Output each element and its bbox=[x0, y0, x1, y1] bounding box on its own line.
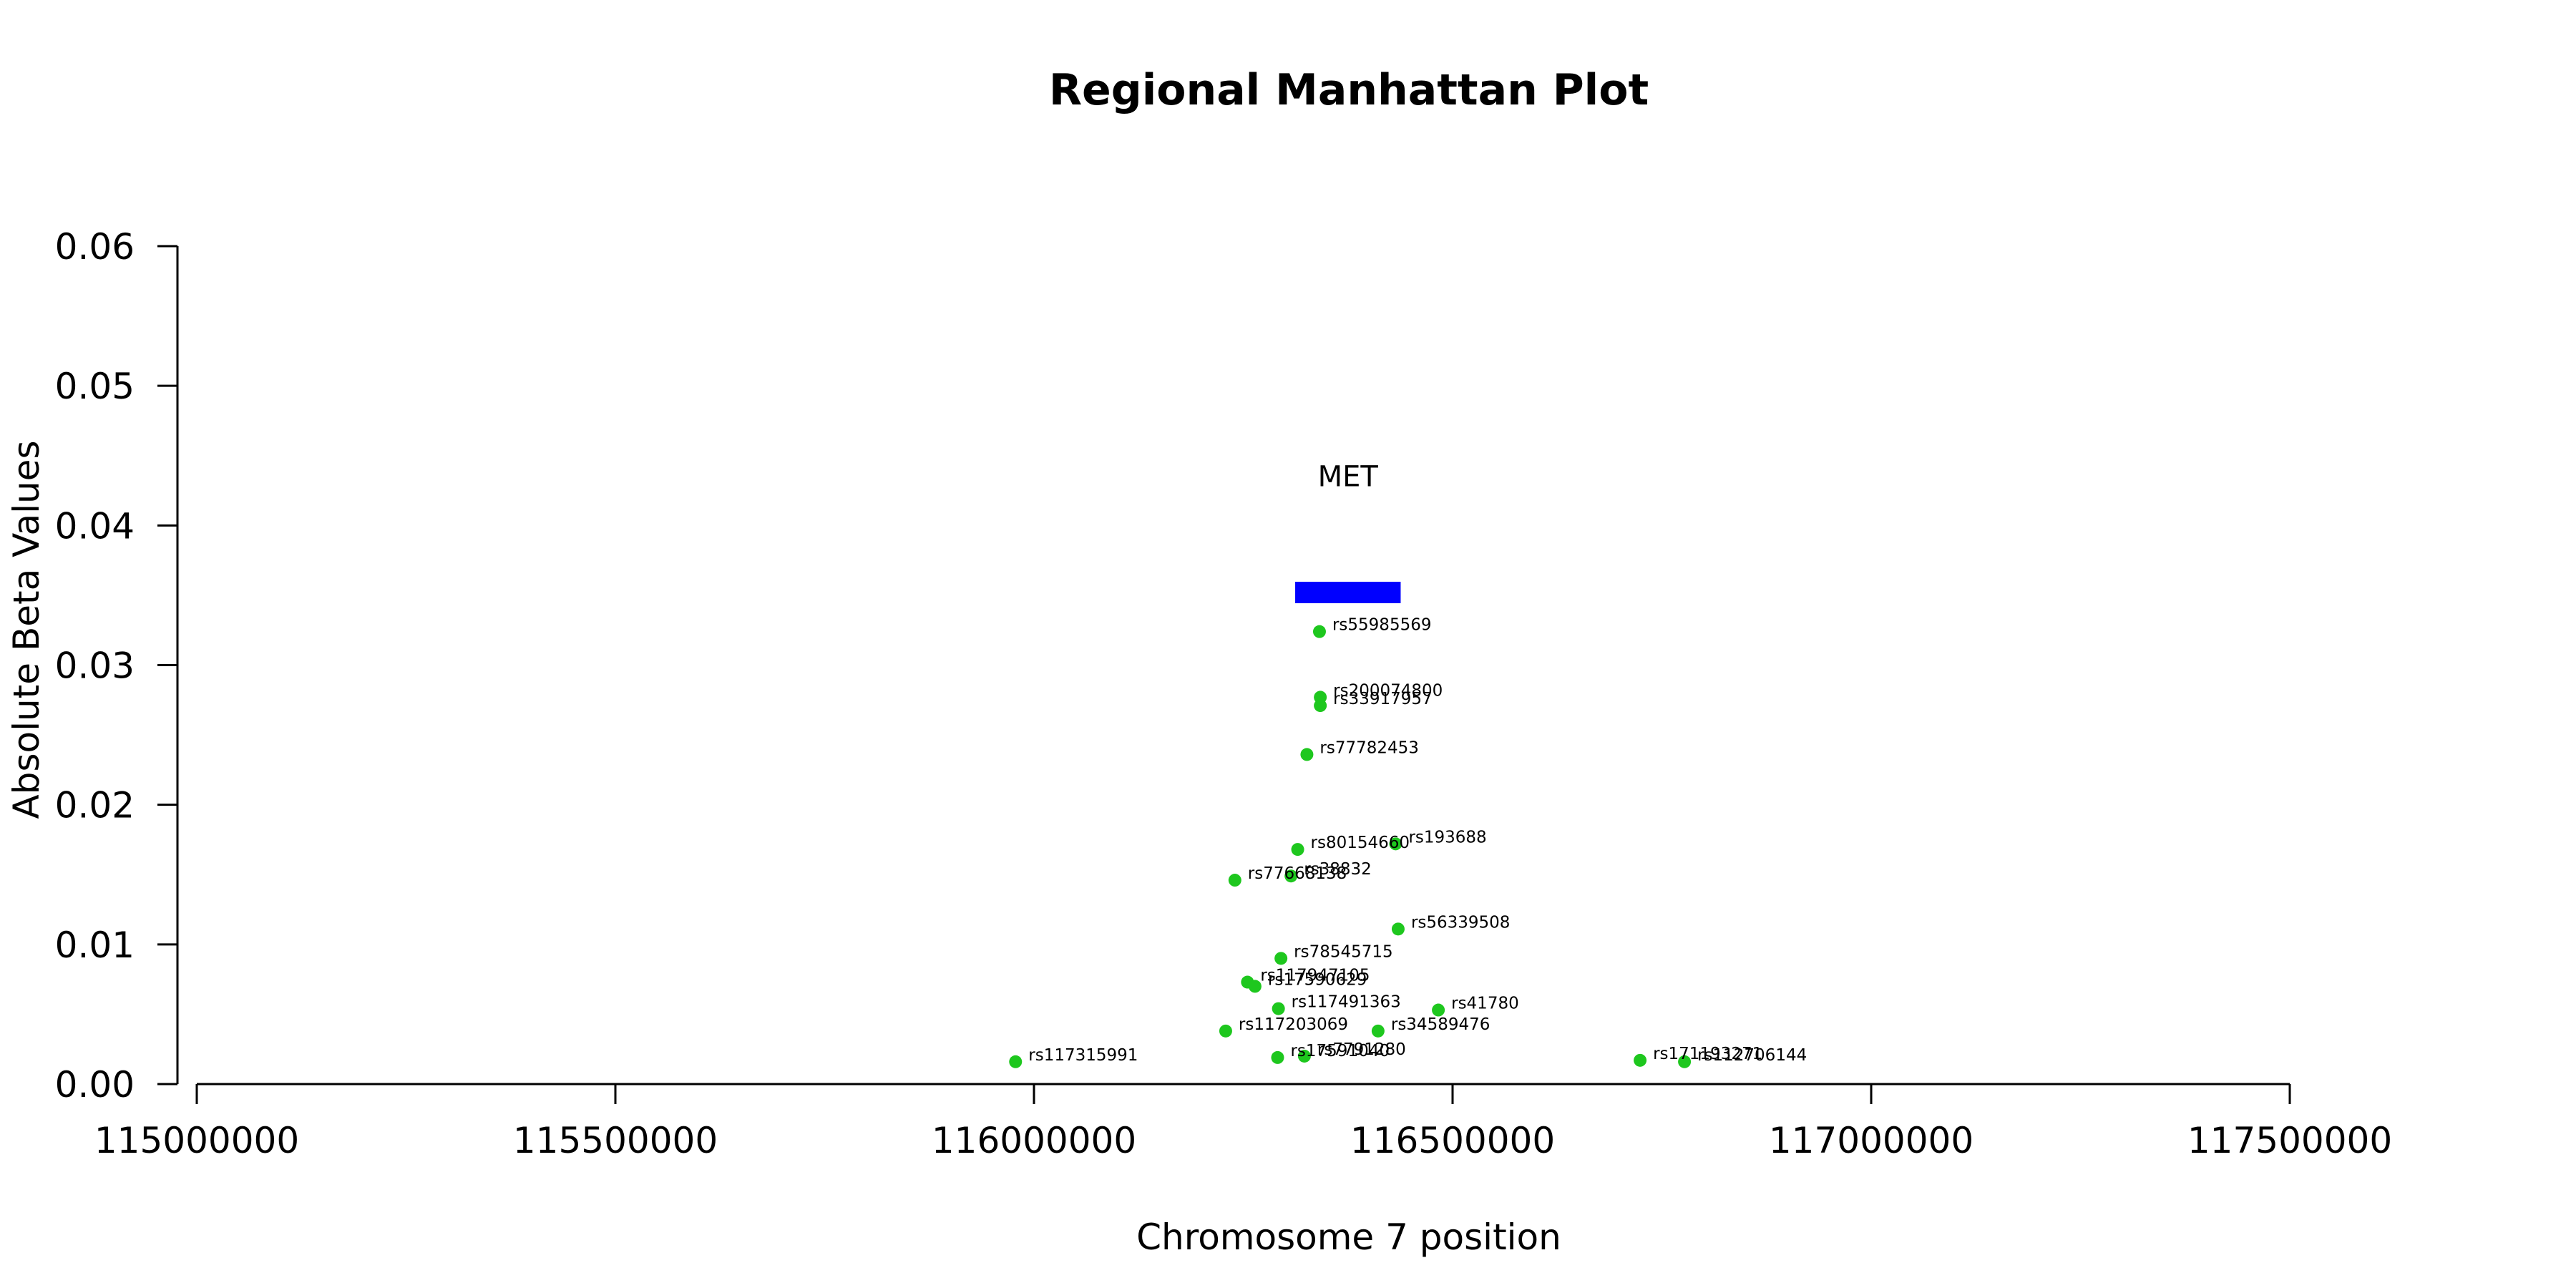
snp-label: rs112706144 bbox=[1697, 1046, 1807, 1065]
snp-point bbox=[1284, 869, 1298, 883]
data-points bbox=[1009, 625, 1692, 1068]
snp-label: rs117203069 bbox=[1239, 1015, 1348, 1034]
snp-label: rs17591040 bbox=[1290, 1042, 1390, 1060]
snp-label: rs7791280 bbox=[1317, 1040, 1406, 1059]
snp-point bbox=[1389, 837, 1402, 851]
snp-point bbox=[1274, 952, 1288, 965]
snp-point bbox=[1228, 874, 1241, 887]
snp-label: rs171193271 bbox=[1653, 1045, 1762, 1063]
snp-point bbox=[1314, 699, 1327, 713]
snp-label: rs38832 bbox=[1304, 860, 1372, 879]
x-tick-label: 116500000 bbox=[1350, 1120, 1555, 1161]
snp-label: rs55985569 bbox=[1332, 616, 1432, 635]
x-tick-label: 115500000 bbox=[513, 1120, 718, 1161]
snp-point bbox=[1271, 1050, 1284, 1064]
snp-label: rs117947105 bbox=[1260, 967, 1370, 985]
snp-label: rs80154660 bbox=[1311, 834, 1410, 852]
snp-point bbox=[1272, 1002, 1285, 1015]
x-tick-label: 115000000 bbox=[94, 1120, 299, 1161]
snp-label: rs56339508 bbox=[1411, 913, 1511, 932]
x-tick-label: 117000000 bbox=[1769, 1120, 1974, 1161]
y-tick-label: 0.02 bbox=[55, 785, 135, 826]
y-tick-label: 0.04 bbox=[55, 505, 135, 547]
snp-label: rs193688 bbox=[1408, 828, 1486, 847]
snp-label: rs33917957 bbox=[1333, 690, 1433, 708]
snp-point bbox=[1371, 1024, 1385, 1038]
gene-label: MET bbox=[1318, 461, 1379, 494]
snp-label: rs34589476 bbox=[1391, 1015, 1491, 1034]
y-axis-label: Absolute Beta Values bbox=[6, 441, 47, 819]
snp-point bbox=[1634, 1053, 1647, 1067]
snp-label: rs117491363 bbox=[1292, 993, 1401, 1012]
snp-point bbox=[1219, 1024, 1232, 1038]
snp-point bbox=[1432, 1003, 1445, 1017]
gene-track: MET bbox=[1295, 461, 1401, 604]
snp-point bbox=[1297, 1049, 1311, 1063]
y-tick-label: 0.06 bbox=[55, 226, 135, 268]
snp-point bbox=[1291, 843, 1304, 857]
x-axis-label: Chromosome 7 position bbox=[1136, 1216, 1561, 1258]
snp-label: rs77782453 bbox=[1319, 738, 1419, 757]
snp-point bbox=[1300, 748, 1314, 761]
y-axis: 0.00 0.01 0.02 0.03 0.04 0.05 0.06 bbox=[55, 226, 179, 1106]
snp-point bbox=[1248, 980, 1262, 993]
x-tick-label: 116000000 bbox=[932, 1120, 1136, 1161]
snp-label: rs200074800 bbox=[1333, 681, 1443, 700]
y-tick-label: 0.01 bbox=[55, 924, 135, 966]
y-tick-label: 0.03 bbox=[55, 645, 135, 687]
chart-title: Regional Manhattan Plot bbox=[1049, 65, 1649, 115]
y-tick-label: 0.05 bbox=[55, 366, 135, 407]
snp-point bbox=[1678, 1055, 1692, 1068]
snp-label: rs17590629 bbox=[1268, 970, 1367, 989]
snp-point bbox=[1009, 1055, 1023, 1068]
y-tick-label: 0.00 bbox=[55, 1064, 135, 1106]
snp-point bbox=[1312, 625, 1326, 638]
x-tick-label: 117500000 bbox=[2187, 1120, 2392, 1161]
snp-label: rs77668138 bbox=[1248, 864, 1347, 883]
snp-label: rs41780 bbox=[1451, 995, 1519, 1013]
snp-label: rs117315991 bbox=[1028, 1046, 1138, 1065]
snp-label: rs78545715 bbox=[1294, 942, 1393, 961]
gene-bar bbox=[1295, 582, 1401, 604]
x-axis: 115000000 115500000 116000000 116500000 1170… bbox=[94, 1083, 2392, 1161]
snp-point bbox=[1391, 922, 1405, 936]
